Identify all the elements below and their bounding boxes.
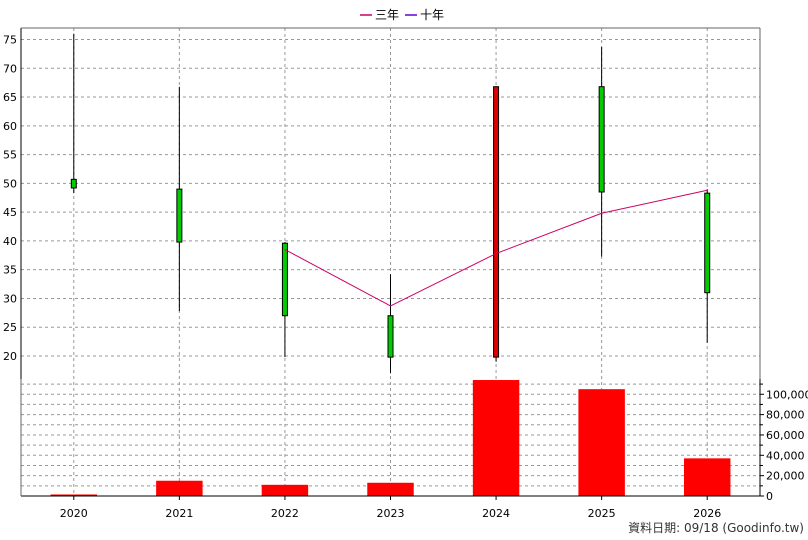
candle-body-2023	[387, 315, 394, 358]
legend: 三年 十年	[360, 8, 444, 22]
x-tick-label-2022: 2022	[271, 507, 299, 520]
volume-bar-2026	[683, 458, 731, 496]
candle-body-2025	[598, 86, 605, 193]
x-tick-label-2021: 2021	[165, 507, 193, 520]
source-note: 資料日期: 09/18 (Goodinfo.tw)	[628, 521, 804, 535]
candle-body-2022	[281, 242, 288, 317]
price-tick-label-75: 75	[3, 34, 17, 47]
volume-layer	[50, 380, 731, 496]
x-tick-label-2026: 2026	[693, 507, 721, 520]
candle-layer	[70, 33, 711, 374]
price-tick-label-60: 60	[3, 120, 17, 133]
legend-label-三年: 三年	[375, 8, 399, 22]
volume-tick-label-40000: 40,000	[766, 449, 805, 462]
volume-bar-2024	[472, 380, 520, 496]
price-tick-label-50: 50	[3, 177, 17, 190]
volume-tick-label-0: 0	[766, 490, 773, 503]
x-tick-label-2020: 2020	[60, 507, 88, 520]
volume-bar-2023	[367, 482, 414, 496]
candle-body-2026	[704, 192, 711, 294]
price-tick-label-30: 30	[3, 292, 17, 305]
price-tick-label-55: 55	[3, 149, 17, 162]
legend-label-十年: 十年	[420, 8, 444, 22]
volume-tick-label-80000: 80,000	[766, 409, 805, 422]
price-tick-label-65: 65	[3, 91, 17, 104]
price-tick-label-45: 45	[3, 206, 17, 219]
volume-bar-2022	[261, 484, 309, 496]
price-tick-label-25: 25	[3, 321, 17, 334]
volume-tick-label-20000: 20,000	[766, 470, 805, 483]
volume-tick-label-100000: 100,000	[766, 388, 808, 401]
volume-tick-label-60000: 60,000	[766, 429, 805, 442]
price-tick-label-70: 70	[3, 62, 17, 75]
x-tick-label-2025: 2025	[588, 507, 616, 520]
price-tick-label-40: 40	[3, 235, 17, 248]
price-tick-label-35: 35	[3, 264, 17, 277]
candle-body-2024	[493, 86, 500, 358]
volume-bar-2021	[156, 480, 203, 496]
line-series-三年	[284, 189, 708, 307]
volume-bar-2025	[578, 389, 625, 496]
candle-body-2021	[176, 188, 183, 243]
axis-layer: 202530354045505560657075020,00040,00060,…	[3, 27, 808, 520]
volume-bar-2020	[50, 494, 98, 496]
candle-body-2020	[70, 178, 77, 189]
line-layer	[284, 189, 708, 307]
x-tick-label-2023: 2023	[377, 507, 405, 520]
price-tick-label-20: 20	[3, 350, 17, 363]
x-tick-label-2024: 2024	[482, 507, 510, 520]
